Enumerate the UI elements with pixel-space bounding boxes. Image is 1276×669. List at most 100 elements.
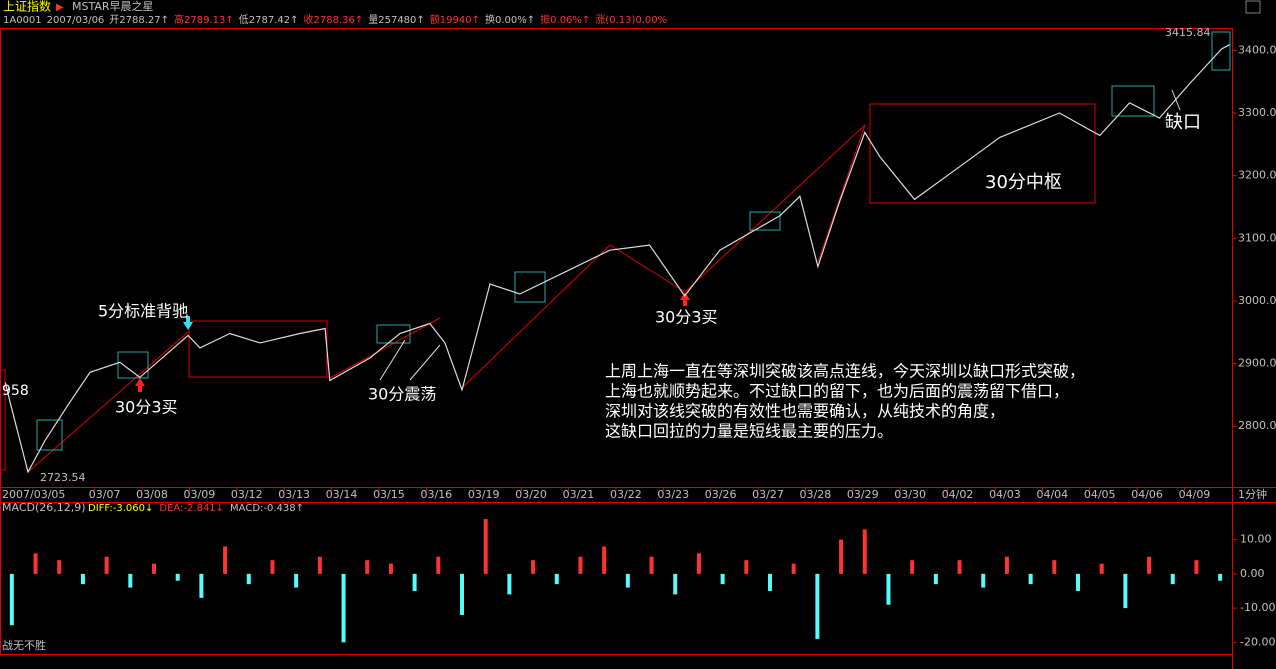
- macd-bar: [483, 519, 488, 574]
- macd-bar: [791, 563, 796, 574]
- macd-bar: [1028, 573, 1033, 585]
- macd-bar: [1123, 573, 1128, 609]
- period[interactable]: 1分钟: [1238, 487, 1267, 501]
- window-button[interactable]: [1245, 0, 1261, 14]
- macd-bar: [768, 573, 772, 591]
- macd-bar: [744, 560, 749, 574]
- quote-item: 开2788.27↑: [109, 15, 169, 26]
- macd-bar: [910, 560, 915, 574]
- x-tick-label: 03/16: [420, 488, 452, 501]
- x-tick-label: 2007/03/05: [2, 488, 65, 501]
- x-tick-label: 03/14: [326, 488, 358, 501]
- macd-bar: [981, 573, 986, 588]
- macd-bar: [602, 546, 607, 574]
- annotation: 30分3买: [115, 398, 178, 417]
- x-tick-label: 03/22: [610, 488, 642, 501]
- y-tick-label: 10.00: [1240, 533, 1272, 546]
- annotation: 30分震荡: [368, 385, 436, 404]
- y-tick-label: 3300.0: [1238, 106, 1276, 119]
- x-tick-label: 04/06: [1131, 488, 1163, 501]
- buy-arrow: [680, 292, 690, 306]
- y-tick-label: -20.00: [1240, 635, 1275, 648]
- macd-bar: [199, 573, 204, 598]
- title: 上证指数: [3, 0, 51, 14]
- x-tick-label: 03/28: [800, 488, 832, 501]
- quote-item: 涨(0.13)0.00%: [595, 14, 667, 26]
- pattern-boxes: [36, 31, 1231, 451]
- quote-item: 收2788.36↑: [304, 13, 364, 26]
- macd-bar: [152, 563, 156, 574]
- macd-bar: [673, 573, 678, 595]
- macd-bar: [696, 553, 701, 574]
- x-tick-label: 03/08: [136, 488, 168, 501]
- indicator-value: MACD:-0.438↑: [230, 503, 304, 514]
- macd-bar: [317, 556, 322, 574]
- marker: ▶: [56, 2, 64, 13]
- macd-bar: [294, 573, 299, 588]
- annotation: 30分3买: [655, 308, 718, 327]
- macd-bar: [1170, 573, 1175, 585]
- x-tick-label: 03/07: [89, 488, 121, 501]
- quote-item: 额19940↑: [430, 13, 480, 26]
- quote-item: 2007/03/06: [47, 15, 105, 26]
- x-tick-label: 03/30: [894, 488, 926, 501]
- quote-item: 1A0001: [3, 15, 42, 26]
- macd-bar: [839, 539, 844, 574]
- buy-arrow: [135, 378, 145, 392]
- macd-bar: [720, 573, 725, 585]
- macd-bar: [649, 556, 654, 574]
- x-tick-label: 04/03: [989, 488, 1021, 501]
- x-tick-label: 04/02: [942, 488, 974, 501]
- macd-bar: [246, 573, 251, 585]
- max-label: 3415.84: [1165, 26, 1211, 39]
- template: MSTAR早晨之星: [72, 0, 154, 13]
- macd-bar: [223, 546, 228, 574]
- note-line: 这缺口回拉的力量是短线最主要的压力。: [605, 422, 893, 441]
- y-tick-label: -10.00: [1240, 601, 1275, 614]
- macd-bar: [1218, 573, 1223, 581]
- x-tick-label: 03/13: [278, 488, 310, 501]
- macd-bar: [554, 573, 559, 585]
- quote-item: 换0.00%↑: [485, 13, 535, 26]
- indicator-title: MACD(26,12,9): [2, 501, 86, 514]
- macd-bar: [886, 573, 891, 605]
- y-tick-label: 2900.0: [1238, 357, 1276, 370]
- y-tick-label: 0.00: [1240, 567, 1265, 580]
- x-tick-label: 03/20: [515, 488, 547, 501]
- x-tick-label: 03/27: [752, 488, 784, 501]
- macd-bar: [57, 560, 62, 574]
- macd-bar: [128, 573, 133, 588]
- macd-bar: [80, 573, 85, 585]
- macd-bar: [1099, 563, 1104, 574]
- annotation: 5分标准背驰: [98, 302, 188, 321]
- x-tick-label: 03/09: [184, 488, 216, 501]
- y-tick-label: 2800.0: [1238, 419, 1276, 432]
- quote-item: 低2787.42↑: [239, 13, 299, 26]
- price-line: [4, 44, 1230, 474]
- footer: 战无不胜: [2, 638, 46, 652]
- macd-bar: [33, 553, 38, 574]
- x-tick-label: 03/15: [373, 488, 405, 501]
- annotation: 30分中枢: [985, 172, 1062, 193]
- indicator-value: DEA:-2.841↓: [159, 503, 224, 514]
- macd-bar: [412, 573, 417, 591]
- macd-bar: [507, 573, 512, 595]
- trend-lines: [0, 103, 1096, 473]
- x-tick-label: 03/26: [705, 488, 737, 501]
- macd-bar: [815, 573, 820, 639]
- x-tick-label: 03/21: [563, 488, 595, 501]
- pointers: [379, 89, 1181, 381]
- x-tick-label: 04/04: [1036, 488, 1068, 501]
- x-tick-label: 03/12: [231, 488, 263, 501]
- macd-bar: [104, 556, 109, 574]
- macd-bar: [341, 573, 346, 643]
- macd-bar: [531, 560, 536, 574]
- macd-bar: [1004, 556, 1009, 574]
- y-tick-label: 3200.0: [1238, 169, 1276, 182]
- annotation: 缺口: [1165, 112, 1201, 133]
- y-tick-label: 3000.0: [1238, 294, 1276, 307]
- note-line: 深圳对该线突破的有效性也需要确认，从纯技术的角度，: [605, 402, 1005, 421]
- min-label: 2723.54: [40, 471, 86, 484]
